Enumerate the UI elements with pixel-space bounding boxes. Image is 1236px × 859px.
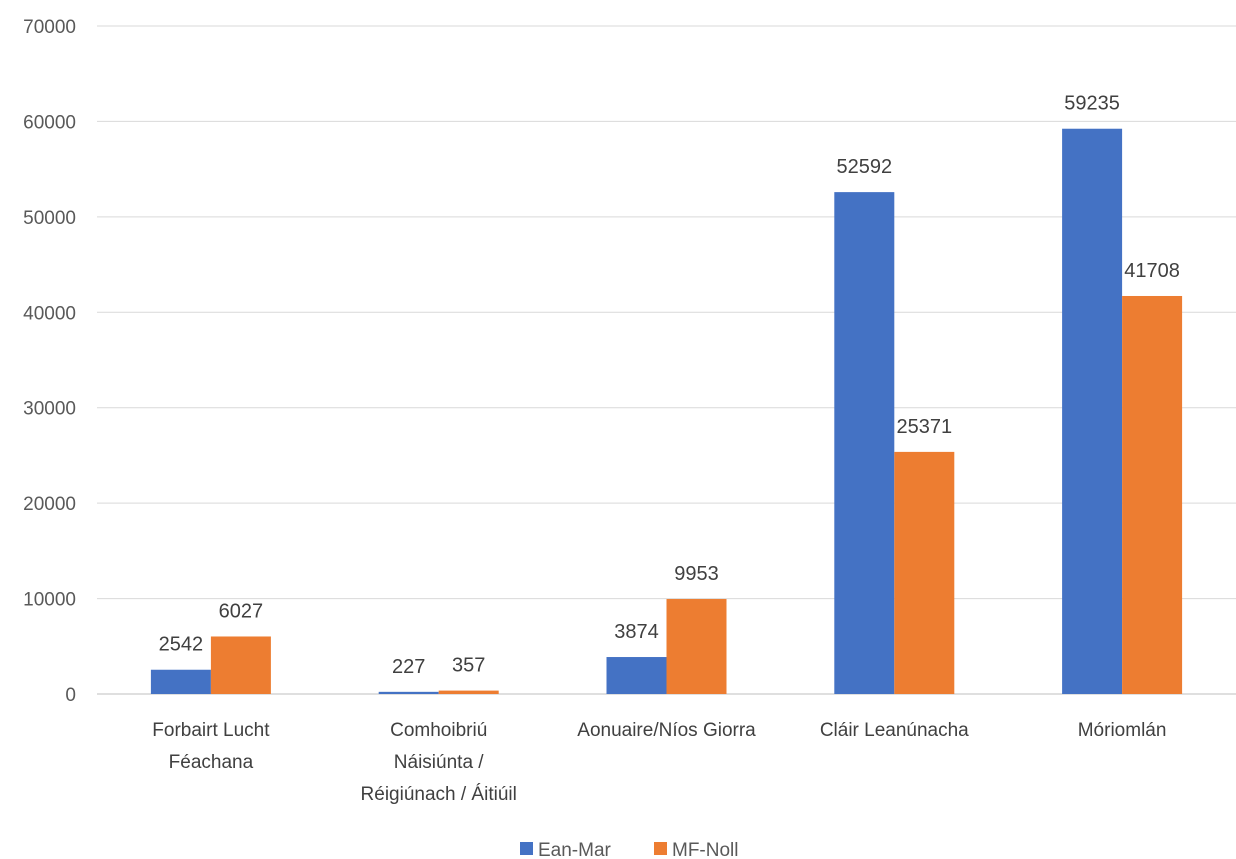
- y-tick-label: 10000: [23, 590, 76, 611]
- bar-mf-noll-3: [894, 451, 955, 694]
- y-tick-label: 40000: [23, 303, 76, 324]
- gridlines: [97, 25, 1236, 695]
- data-label: 59235: [1064, 93, 1120, 115]
- bar-mf-noll-0: [210, 636, 271, 694]
- y-tick-label: 30000: [23, 399, 76, 420]
- y-tick-label: 20000: [23, 494, 76, 515]
- category-label: Comhoibriú: [390, 720, 487, 741]
- bar-ean-mar-3: [834, 192, 895, 694]
- y-tick-label: 60000: [23, 112, 76, 133]
- category-label: Aonuaire/Níos Giorra: [577, 720, 756, 741]
- bar-ean-mar-4: [1062, 128, 1123, 694]
- legend: Ean-Mar MF-Noll: [520, 840, 739, 859]
- legend-swatch: [654, 842, 667, 855]
- data-label: 9953: [674, 563, 719, 585]
- category-label: Féachana: [169, 752, 254, 773]
- y-tick-label: 0: [65, 685, 76, 706]
- bar-ean-mar-0: [150, 669, 211, 694]
- data-label: 357: [452, 655, 485, 677]
- data-label: 6027: [219, 600, 264, 622]
- category-label: Móriomlán: [1078, 720, 1167, 741]
- category-label: Réigiúnach / Áitiúil: [361, 784, 517, 805]
- data-label: 2542: [159, 634, 204, 656]
- data-label: 227: [392, 656, 425, 678]
- data-label: 41708: [1124, 260, 1180, 282]
- bar-mf-noll-1: [438, 690, 499, 694]
- category-label: Forbairt Lucht: [152, 720, 270, 741]
- data-label: 52592: [836, 156, 892, 178]
- bar-mf-noll-2: [666, 599, 727, 694]
- legend-swatch: [520, 842, 533, 855]
- legend-label: MF-Noll: [672, 840, 739, 859]
- category-label: Náisiúnta /: [394, 752, 484, 773]
- y-axis-tick-labels: 0 10000 20000 30000 40000 50000 60000 70000: [23, 17, 76, 706]
- category-labels: Forbairt Lucht Féachana Comhoibriú Náisiúnt…: [152, 720, 1166, 805]
- y-tick-label: 50000: [23, 208, 76, 229]
- legend-label: Ean-Mar: [538, 840, 612, 859]
- data-label: 25371: [896, 416, 952, 438]
- bar-ean-mar-1: [378, 691, 439, 694]
- bar-mf-noll-4: [1122, 295, 1183, 694]
- data-labels: 2542 227 3874 52592 59235 6027 357 9953 25371 417…: [159, 93, 1180, 678]
- category-label: Cláir Leanúnacha: [820, 720, 969, 741]
- y-tick-label: 70000: [23, 17, 76, 38]
- bars: [150, 128, 1183, 694]
- data-label: 3874: [614, 621, 659, 643]
- bar-ean-mar-2: [606, 657, 667, 694]
